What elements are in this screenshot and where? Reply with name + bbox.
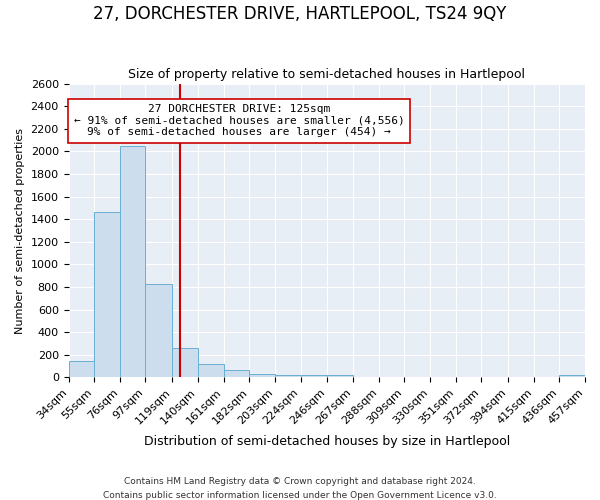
Bar [198,364,224,378]
Bar [328,375,353,378]
Bar [172,348,198,378]
Text: 27 DORCHESTER DRIVE: 125sqm
← 91% of semi-detached houses are smaller (4,556)
9%: 27 DORCHESTER DRIVE: 125sqm ← 91% of sem… [74,104,404,138]
Bar [145,284,172,378]
Bar [94,212,120,378]
Bar [249,374,275,378]
Bar [301,375,328,378]
Text: Contains HM Land Registry data © Crown copyright and database right 2024.
Contai: Contains HM Land Registry data © Crown c… [103,478,497,500]
Bar [120,146,145,378]
Title: Size of property relative to semi-detached houses in Hartlepool: Size of property relative to semi-detach… [128,68,525,81]
X-axis label: Distribution of semi-detached houses by size in Hartlepool: Distribution of semi-detached houses by … [143,434,510,448]
Text: 27, DORCHESTER DRIVE, HARTLEPOOL, TS24 9QY: 27, DORCHESTER DRIVE, HARTLEPOOL, TS24 9… [94,5,506,23]
Bar [68,360,94,378]
Bar [224,370,249,378]
Bar [559,375,585,378]
Bar [275,375,301,378]
Y-axis label: Number of semi-detached properties: Number of semi-detached properties [15,128,25,334]
